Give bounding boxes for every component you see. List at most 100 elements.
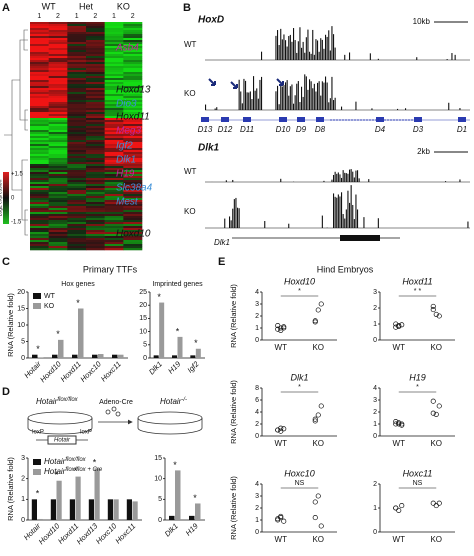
heatmap-cell — [48, 98, 68, 101]
heatmap-cell — [48, 70, 68, 73]
dendrogram — [4, 29, 28, 236]
heatmap-cell — [48, 146, 68, 149]
heatmap-cell — [67, 220, 87, 223]
heatmap-cell — [104, 100, 124, 103]
heatmap-cell — [48, 68, 68, 71]
heatmap-cell — [123, 84, 143, 87]
dot — [399, 421, 405, 427]
heatmap-cell — [67, 76, 87, 79]
track-peak — [280, 178, 282, 182]
heatmap-cell — [123, 178, 143, 181]
heatmap-cell — [30, 88, 49, 91]
heatmap-cell — [104, 98, 124, 101]
heatmap-cell — [123, 176, 143, 179]
significance: * — [93, 458, 97, 468]
y-axis-label: RNA (Relative fold) — [229, 284, 238, 348]
heatmap-cell — [48, 200, 68, 203]
track-peak — [355, 194, 357, 228]
heatmap-cell — [48, 186, 68, 189]
heatmap-cell — [104, 234, 124, 237]
heatmap-cell — [123, 140, 143, 143]
track-peak — [302, 96, 304, 110]
heatmap-cell — [86, 240, 105, 243]
heatmap-cell — [30, 186, 49, 189]
heatmap-cell — [123, 70, 143, 73]
heatmap-cell — [86, 212, 105, 215]
heatmap-cell — [123, 116, 143, 119]
dot — [430, 500, 436, 506]
legend-swatch — [33, 293, 41, 299]
replicate-label: 2 — [131, 13, 135, 20]
track-peak — [344, 54, 346, 60]
heatmap-cell — [86, 118, 105, 121]
heatmap-cell — [67, 102, 87, 105]
heatmap-cell — [30, 58, 49, 61]
heatmap-cell — [30, 212, 49, 215]
heatmap-cell — [67, 30, 87, 33]
heatmap-cell — [86, 134, 105, 137]
track-peak — [254, 90, 256, 110]
superscript: flox/flox — [57, 397, 78, 403]
superscript: flox/flox + Cre — [65, 467, 103, 473]
gene-name: D8 — [315, 125, 326, 134]
heatmap-cell — [123, 170, 143, 173]
y-tick-label: 1 — [255, 517, 259, 524]
track-peak — [454, 54, 456, 60]
dot — [275, 516, 281, 522]
y-axis-label: RNA (Relative fold) — [229, 380, 238, 444]
heatmap-cell — [67, 132, 87, 135]
heatmap-cell — [67, 86, 87, 89]
track-peak — [326, 82, 328, 110]
heatmap-cell — [123, 232, 143, 235]
track-peak — [313, 54, 315, 60]
heatmap-cell — [104, 102, 124, 105]
color-scale — [3, 172, 9, 224]
heatmap-cell — [86, 238, 105, 241]
heatmap-cell — [48, 162, 68, 165]
y-tick-label: 0 — [158, 517, 162, 524]
heatmap-cell — [104, 182, 124, 185]
heatmap-cell — [123, 26, 143, 29]
heatmap-cell — [86, 146, 105, 149]
heatmap-cell — [123, 74, 143, 77]
track-peak — [230, 220, 232, 228]
x-tick-label: WT — [393, 439, 406, 448]
heatmap-cell — [104, 244, 124, 247]
heatmap-cell — [30, 246, 49, 249]
track-row: WT — [184, 167, 197, 176]
chart-title: Dlk1 — [290, 372, 308, 382]
heatmap-cell — [67, 26, 87, 29]
x-tick-label: KO — [312, 535, 324, 544]
track-peak — [285, 40, 287, 60]
heatmap-cell — [104, 146, 124, 149]
track-peak — [344, 172, 346, 182]
heatmap-cell — [86, 38, 105, 41]
gene-label: Dlk1 — [116, 155, 136, 166]
dot — [315, 493, 321, 499]
heatmap-cell — [123, 24, 143, 27]
scale-label: -1.5 — [11, 220, 22, 226]
heatmap-cell — [67, 210, 87, 213]
gene-exon — [316, 117, 324, 122]
y-tick-label: 0 — [21, 355, 25, 362]
bar — [177, 336, 183, 358]
chart-title: H19 — [409, 372, 426, 382]
bar — [92, 354, 98, 358]
section-title: Hind Embryos — [317, 264, 374, 274]
x-tick-label: WT — [275, 535, 288, 544]
heatmap-cell — [104, 236, 124, 239]
dot — [278, 515, 284, 521]
dot — [436, 403, 442, 409]
track-peak — [377, 218, 379, 228]
heatmap-cell — [67, 68, 87, 71]
heatmap-cell — [67, 224, 87, 227]
y-tick-label: 15 — [154, 455, 162, 462]
heatmap-cell — [30, 92, 49, 95]
y-tick-label: 2 — [255, 421, 259, 428]
heatmap-cell — [30, 166, 49, 169]
heatmap-cell — [104, 210, 124, 213]
heatmap-cell — [123, 52, 143, 55]
heatmap-cell — [30, 196, 49, 199]
track-peak — [333, 174, 335, 182]
heatmap-cell — [48, 204, 68, 207]
